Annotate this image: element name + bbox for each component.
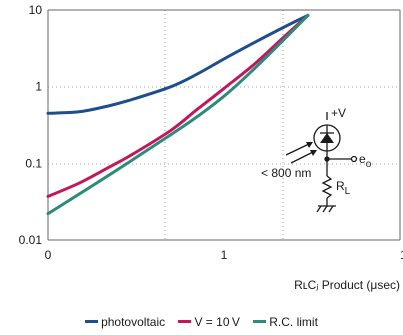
ground-hatch-2 [322, 205, 328, 213]
legend: photovoltaic V = 10 V R.C. limit [0, 315, 403, 329]
plot-frame [47, 9, 401, 241]
resistor-label: RL [336, 179, 351, 197]
ground-hatch-1 [316, 205, 322, 213]
y-tick-label: 0.01 [19, 233, 43, 247]
resistor-symbol [321, 175, 333, 199]
legend-swatch-rc-limit [253, 320, 267, 324]
series-line-1 [46, 13, 310, 198]
y-tick-label: 1 [35, 80, 42, 94]
y-tick-label: 10 [29, 3, 43, 17]
circuit-labels: +V < 800 nm eo RL [261, 106, 372, 197]
legend-item-v10: V = 10 V [178, 315, 240, 329]
tick-labels: 10 1 0.1 0.010 1 10 [19, 3, 403, 262]
legend-label-v10: V = 10 V [194, 315, 240, 329]
x-tick-label: 1 [221, 248, 228, 262]
circuit-inset [285, 112, 358, 213]
y-tick-label: 0.1 [25, 156, 42, 170]
output-terminal [350, 155, 358, 163]
light-arrowhead-2 [310, 150, 317, 156]
series-line-2 [46, 13, 310, 216]
legend-label-rc-limit: R.C. limit [269, 315, 318, 329]
legend-swatch-photovoltaic [85, 320, 99, 324]
x-tick-label: 10 [400, 248, 403, 262]
legend-swatch-v10 [178, 320, 192, 324]
legend-item-rc-limit: R.C. limit [253, 315, 318, 329]
legend-item-photovoltaic: photovoltaic [85, 315, 165, 329]
grid [48, 10, 400, 240]
light-label: < 800 nm [261, 166, 311, 180]
light-arrow-1 [285, 142, 312, 156]
series-layer [46, 13, 310, 216]
x-tick-label: 0 [45, 248, 52, 262]
series-line-0 [46, 13, 310, 115]
photodiode-triangle [320, 133, 334, 143]
legend-label-photovoltaic: photovoltaic [101, 315, 166, 329]
x-axis-label: RʟCⱼ Product (μsec) [294, 278, 400, 292]
output-label: eo [359, 152, 372, 170]
light-arrowhead-1 [306, 142, 313, 148]
ground-hatch-3 [328, 205, 334, 213]
light-arrow-2 [290, 150, 316, 164]
supply-label: +V [331, 106, 346, 120]
